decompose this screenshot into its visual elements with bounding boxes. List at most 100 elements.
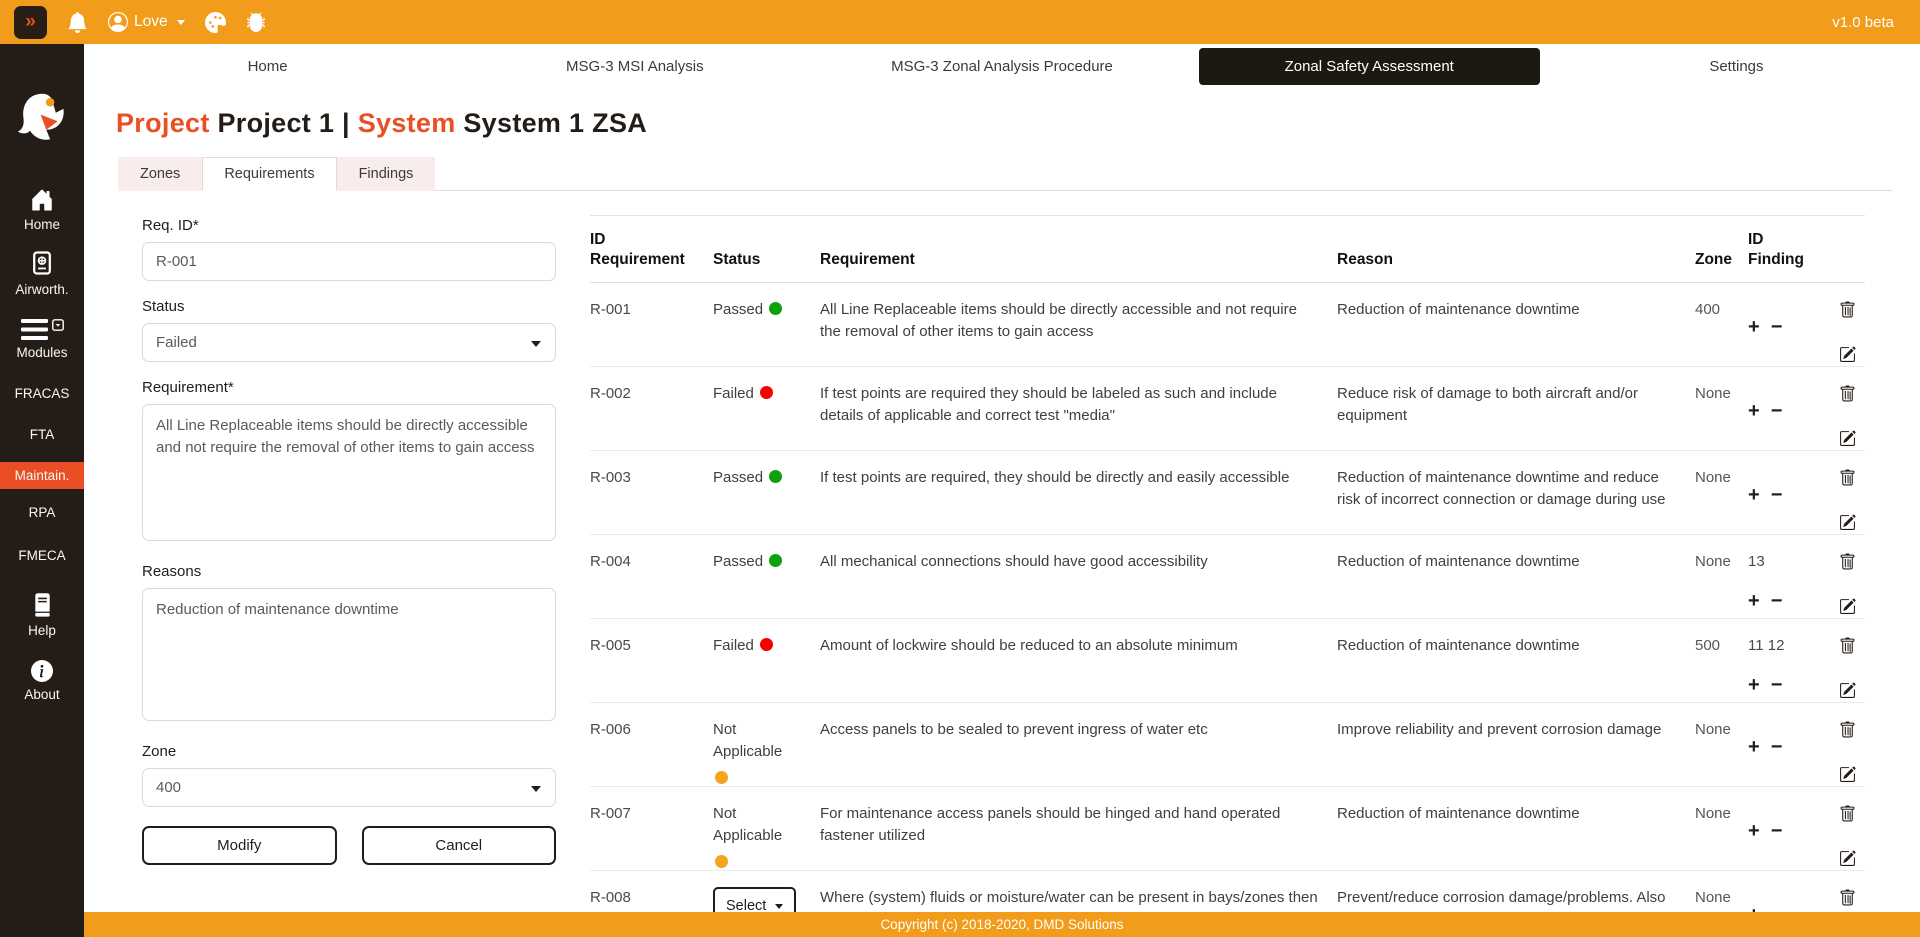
user-icon [108,12,128,32]
remove-finding-button[interactable]: − [1771,313,1783,342]
row-reason: Reduction of maintenance downtime and re… [1337,469,1666,509]
header-id-requirement: ID Requirement [590,231,685,269]
nav-item-msg3-msi-analysis[interactable]: MSG-3 MSI Analysis [566,57,704,75]
delete-row-button[interactable] [1839,721,1856,739]
edit-row-button[interactable] [1839,430,1856,447]
status-dot [715,854,728,868]
row-zone: None [1695,553,1731,571]
status-cell: Failed [713,383,820,450]
zone-select[interactable]: 400 [142,768,556,807]
add-finding-button[interactable]: + [1748,397,1760,426]
add-finding-button[interactable]: + [1748,587,1760,616]
remove-finding-button[interactable]: − [1771,397,1783,426]
bug-report-icon[interactable] [246,12,266,32]
home-icon [29,188,55,212]
sidebar-item-maintain[interactable]: Maintain. [0,462,84,489]
delete-row-button[interactable] [1839,301,1856,319]
remove-finding-button[interactable]: − [1771,481,1783,510]
row-reason: Reduce risk of damage to both aircraft a… [1337,385,1638,425]
sidebar-item-about[interactable]: About [0,658,84,704]
tab-zones[interactable]: Zones [118,157,203,191]
sidebar-item-label: Home [23,217,60,232]
edit-row-button[interactable] [1839,682,1856,699]
page-title: Project Project 1 | System System 1 ZSA [116,108,1920,139]
edit-row-button[interactable] [1839,514,1856,531]
requirement-textarea[interactable]: All Line Replaceable items should be dir… [142,404,556,541]
row-reason: Reduction of maintenance downtime [1337,637,1580,655]
sidebar-collapse-button[interactable]: » [14,5,47,39]
finding-cell: + − [1748,803,1830,870]
add-finding-button[interactable]: + [1748,671,1760,700]
theme-palette-icon[interactable] [204,11,226,33]
tab-findings[interactable]: Findings [336,157,436,191]
sidebar-item-rpa[interactable]: RPA [0,503,84,522]
add-finding-button[interactable]: + [1748,481,1760,510]
delete-row-button[interactable] [1839,385,1856,403]
finding-cell: + − [1748,383,1830,450]
sidebar-item-help[interactable]: Help [0,591,84,640]
sidebar-item-label: Airworth. [15,282,69,297]
remove-finding-button[interactable]: − [1771,817,1783,846]
status-select[interactable]: Failed [142,323,556,362]
finding-cell: + − [1748,467,1830,534]
row-zone: None [1695,385,1731,403]
sidebar-item-fta[interactable]: FTA [0,425,84,444]
sidebar-item-fracas[interactable]: FRACAS [0,384,84,403]
remove-finding-button[interactable]: − [1771,671,1783,700]
delete-row-button[interactable] [1839,553,1856,571]
delete-row-button[interactable] [1839,889,1856,907]
requirement-label: Requirement* [142,379,234,396]
add-finding-button[interactable]: + [1748,733,1760,762]
status-cell: Passed [713,467,820,534]
finding-cell: + − [1748,299,1830,366]
req-id-input[interactable] [142,242,556,281]
add-finding-button[interactable]: + [1748,817,1760,846]
user-name: Love [134,13,168,30]
user-menu[interactable]: Love [108,12,185,32]
robin-logo[interactable] [14,88,71,150]
row-id: R-003 [590,469,631,487]
help-book-icon [31,593,54,618]
sidebar-item-fmeca[interactable]: FMECA [0,546,84,565]
add-finding-button[interactable]: + [1748,313,1760,342]
notifications-bell-icon[interactable] [67,11,88,33]
status-cell: Passed [713,551,820,618]
row-requirement: Amount of lockwire should be reduced to … [820,637,1238,655]
row-finding-id: 11 12 [1748,637,1785,655]
chevron-down-icon [176,19,185,25]
status-dot [759,386,773,400]
remove-finding-button[interactable]: − [1771,733,1783,762]
finding-cell: 13 + − [1748,551,1830,618]
row-zone: 500 [1695,637,1721,655]
delete-row-button[interactable] [1839,469,1856,487]
remove-finding-button[interactable]: − [1771,587,1783,616]
nav-item-msg3-zonal-analysis-procedure[interactable]: MSG-3 Zonal Analysis Procedure [891,57,1113,75]
reasons-textarea[interactable]: Reduction of maintenance downtime [142,588,556,721]
delete-row-button[interactable] [1839,805,1856,823]
section-tabs: Zones Requirements Findings [118,157,1892,191]
nav-item-home[interactable]: Home [247,57,288,75]
edit-row-button[interactable] [1839,598,1856,615]
nav-item-zonal-safety-assessment[interactable]: Zonal Safety Assessment [1186,47,1553,85]
edit-row-button[interactable] [1839,850,1856,867]
edit-row-button[interactable] [1839,766,1856,783]
sidebar-item-modules[interactable]: Modules [0,317,84,362]
system-name: System 1 ZSA [463,108,648,138]
sidebar-item-airworthiness[interactable]: Airworth. [0,248,84,299]
chevron-down-icon [775,904,784,910]
sidebar-item-home[interactable]: Home [0,186,84,234]
sidebar-item-label: Maintain. [14,468,70,483]
nav-item-settings[interactable]: Settings [1709,57,1764,75]
module-nav: Home MSG-3 MSI Analysis MSG-3 Zonal Anal… [84,44,1920,88]
sidebar-item-label: Modules [16,345,68,360]
status-dot [769,554,783,568]
row-id: R-001 [590,301,631,319]
delete-row-button[interactable] [1839,637,1856,655]
edit-row-button[interactable] [1839,346,1856,363]
row-zone: None [1695,721,1731,739]
tab-requirements[interactable]: Requirements [202,157,337,191]
cancel-button[interactable]: Cancel [361,826,556,865]
sidebar: Home Airworth. Modules FRACAS [0,44,84,937]
modify-button[interactable]: Modify [142,826,337,865]
sidebar-item-label: RPA [28,505,56,520]
